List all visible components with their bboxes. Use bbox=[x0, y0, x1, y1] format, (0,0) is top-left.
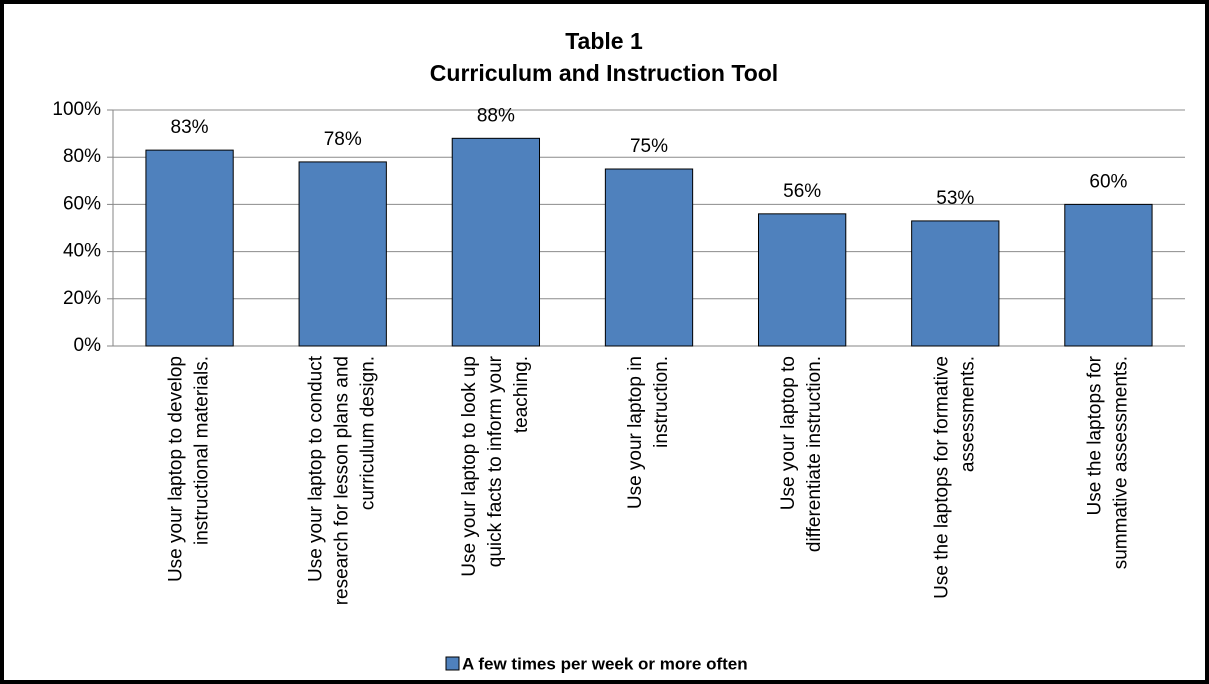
x-tick-label-line: Use your laptop in bbox=[625, 356, 646, 509]
x-tick-label-line: instructional materials. bbox=[192, 356, 213, 545]
y-tick-label: 60% bbox=[63, 193, 101, 214]
x-tick-label: Use your laptop to look up quick facts to… bbox=[459, 355, 532, 576]
x-tick-label-line: research for lesson plans and bbox=[332, 356, 353, 605]
x-tick-label: Use your laptop to develop instructional … bbox=[166, 356, 213, 582]
y-tick-label: 100% bbox=[52, 99, 101, 120]
x-tick-label-line: differentiate instruction. bbox=[804, 356, 825, 552]
y-tick-label: 20% bbox=[63, 288, 101, 309]
chart-subtitle: Curriculum and Instruction Tool bbox=[430, 60, 778, 86]
x-tick-label-line: curriculum design. bbox=[358, 356, 379, 510]
x-tick-label-line: instruction. bbox=[651, 356, 672, 448]
bar bbox=[604, 168, 694, 347]
legend-swatch bbox=[445, 656, 460, 671]
x-tick-label-line: Use your laptop to develop bbox=[166, 356, 187, 582]
x-tick-label: Use your laptop in instruction. bbox=[625, 356, 672, 509]
data-label: 88% bbox=[477, 105, 515, 126]
data-label: 83% bbox=[171, 117, 209, 138]
x-tick-label: Use the laptops for summative assessments… bbox=[1084, 355, 1131, 569]
x-tick-label-line: Use your laptop to bbox=[778, 356, 799, 510]
legend-label: A few times per week or more often bbox=[462, 654, 748, 673]
data-label: 56% bbox=[783, 181, 821, 202]
data-label: 78% bbox=[324, 129, 362, 150]
bar bbox=[298, 161, 387, 347]
x-tick-label-line: Use the laptops for formative bbox=[931, 356, 952, 599]
x-tick-label-line: teaching. bbox=[511, 356, 532, 433]
bar bbox=[757, 213, 847, 347]
data-label: 60% bbox=[1089, 171, 1127, 192]
chart-title: Table 1 bbox=[565, 28, 643, 54]
x-tick-label: Use the laptops for formative assessments… bbox=[931, 356, 978, 599]
x-tick-label-line: Use your laptop to conduct bbox=[306, 355, 327, 582]
bar bbox=[451, 137, 541, 347]
x-tick-label: Use your laptop to differentiate instruct… bbox=[778, 356, 825, 552]
x-tick-label-line: summative assessments. bbox=[1110, 356, 1131, 569]
y-tick-label: 0% bbox=[74, 335, 102, 356]
bar bbox=[1064, 203, 1153, 347]
y-tick-label: 80% bbox=[63, 146, 101, 167]
bar bbox=[911, 220, 1000, 347]
x-tick-label-line: quick facts to inform your bbox=[485, 355, 506, 567]
data-label: 53% bbox=[936, 188, 974, 209]
bar bbox=[145, 149, 234, 347]
y-tick-label: 40% bbox=[63, 241, 101, 262]
data-label: 75% bbox=[630, 136, 668, 157]
x-tick-label-line: assessments. bbox=[957, 356, 978, 472]
x-tick-label-line: Use the laptops for bbox=[1084, 355, 1105, 515]
x-tick-label-line: Use your laptop to look up bbox=[459, 356, 480, 577]
x-tick-label: Use your laptop to conduct research for l… bbox=[306, 355, 379, 605]
